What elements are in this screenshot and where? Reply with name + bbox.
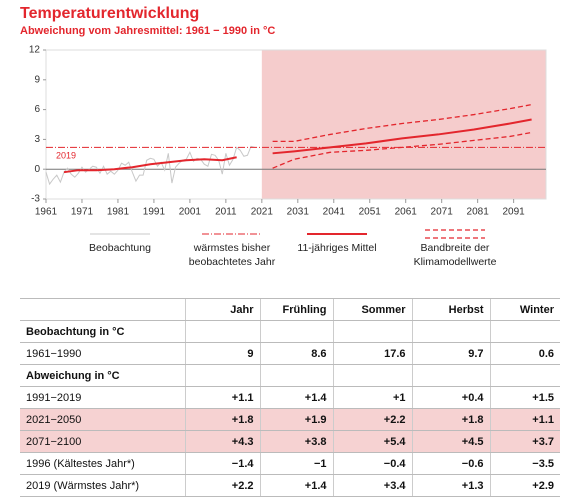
value-cell: −1 (259, 452, 333, 475)
table-row: Beobachtung in °C (20, 320, 560, 343)
y-tick-label: 9 (34, 74, 40, 85)
legend-label: Bandbreite der Klimamodellwerte (413, 242, 497, 268)
value-cell: +1 (332, 386, 412, 409)
row-label: 2071−2100 (20, 430, 185, 453)
row-label: 2021−2050 (20, 408, 185, 431)
chart-subtitle: Abweichung vom Jahresmittel: 1961 − 1990… (20, 25, 275, 37)
table-row: 1996 (Kältestes Jahr*) −1.4 −1 −0.4 −0.6 −3.5 (20, 452, 560, 475)
value-cell: +1.3 (411, 474, 490, 497)
value-cell: 8.6 (259, 342, 333, 365)
value-cell: +1.5 (489, 386, 560, 409)
row-label: 1991−2019 (20, 386, 185, 409)
value-cell: −1.4 (184, 452, 260, 475)
x-tick-label: 2081 (467, 207, 490, 218)
y-tick-label: 3 (34, 134, 40, 145)
warmest-label: 2019 (56, 151, 76, 161)
value-cell: +1.1 (489, 408, 560, 431)
value-cell: +0.4 (411, 386, 490, 409)
row-label: 1996 (Kältestes Jahr*) (20, 452, 185, 475)
header-cell: Winter (489, 298, 560, 321)
header-cell: Jahr (184, 298, 260, 321)
x-tick-label: 2011 (215, 207, 237, 218)
x-tick-label: 2061 (395, 207, 418, 218)
table-row: 2021−2050 +1.8 +1.9 +2.2 +1.8 +1.1 (20, 408, 560, 431)
value-cell: +1.4 (259, 386, 333, 409)
value-cell: 0.6 (489, 342, 560, 365)
data-table: Jahr Frühling Sommer Herbst Winter Beobachtu… (20, 298, 560, 497)
value-cell: +1.1 (184, 386, 260, 409)
value-cell: −0.6 (411, 452, 490, 475)
table-row: 2071−2100 +4.3 +3.8 +5.4 +4.5 +3.7 (20, 430, 560, 453)
empty-cell (259, 320, 333, 343)
x-tick-label: 1961 (35, 207, 58, 218)
value-cell: 17.6 (332, 342, 412, 365)
x-tick-label: 1971 (71, 207, 94, 218)
x-tick-label: 2001 (179, 207, 202, 218)
x-tick-label: 1991 (143, 207, 166, 218)
legend-label: wärmstes bisher beobachtetes Jahr (188, 242, 276, 268)
empty-cell (259, 364, 333, 387)
y-tick-label: -3 (31, 194, 40, 205)
value-cell: +1.8 (184, 408, 260, 431)
table-row: 2019 (Wärmstes Jahr*) +2.2 +1.4 +3.4 +1.3 +2.… (20, 474, 560, 497)
value-cell: +3.4 (332, 474, 412, 497)
x-tick-label: 2041 (323, 207, 346, 218)
value-cell: −0.4 (332, 452, 412, 475)
header-cell: Frühling (259, 298, 333, 321)
table-row: 1991−2019 +1.1 +1.4 +1 +0.4 +1.5 (20, 386, 560, 409)
value-cell: +1.8 (411, 408, 490, 431)
empty-cell (411, 364, 490, 387)
empty-cell (332, 364, 412, 387)
row-label: 2019 (Wärmstes Jahr*) (20, 474, 185, 497)
legend-label: 11-jähriges Mittel (297, 242, 377, 254)
table-row: 1961−1990 9 8.6 17.6 9.7 0.6 (20, 342, 560, 365)
value-cell: +4.3 (184, 430, 260, 453)
value-cell: +5.4 (332, 430, 412, 453)
mean-line (63, 118, 532, 174)
x-tick-label: 2071 (431, 207, 454, 218)
empty-cell (332, 320, 412, 343)
empty-cell (184, 320, 260, 343)
x-tick-label: 2051 (359, 207, 382, 218)
legend-label: Beobachtung (89, 242, 151, 254)
value-cell: +1.4 (259, 474, 333, 497)
band-upper (272, 103, 532, 143)
y-tick-label: 0 (34, 164, 40, 175)
value-cell: +4.5 (411, 430, 490, 453)
band-lower (272, 131, 532, 169)
value-cell: +2.9 (489, 474, 560, 497)
value-cell: 9.7 (411, 342, 490, 365)
row-label: 1961−1990 (20, 342, 185, 365)
plot-frame (45, 49, 547, 200)
value-cell: +3.8 (259, 430, 333, 453)
value-cell: +1.9 (259, 408, 333, 431)
header-cell: Herbst (411, 298, 490, 321)
x-tick-label: 2021 (251, 207, 274, 218)
table-row: Abweichung in °C (20, 364, 560, 387)
value-cell: +3.7 (489, 430, 560, 453)
chart: Temperaturentwicklung Abweichung vom Jah… (20, 5, 547, 239)
value-cell: 9 (184, 342, 260, 365)
section-label: Abweichung in °C (20, 364, 185, 387)
y-tick-label: 12 (29, 45, 41, 56)
empty-cell (184, 364, 260, 387)
value-cell: −3.5 (489, 452, 560, 475)
value-cell: +2.2 (184, 474, 260, 497)
header-cell: Sommer (332, 298, 412, 321)
empty-cell (489, 320, 560, 343)
x-tick-label: 1981 (107, 207, 130, 218)
x-tick-label: 2091 (503, 207, 526, 218)
x-tick-label: 2031 (287, 207, 310, 218)
empty-cell (489, 364, 560, 387)
table-header: Jahr Frühling Sommer Herbst Winter (20, 298, 560, 321)
chart-title: Temperaturentwicklung (20, 5, 199, 22)
section-label: Beobachtung in °C (20, 320, 185, 343)
y-tick-label: 6 (34, 104, 40, 115)
empty-cell (411, 320, 490, 343)
header-cell (20, 298, 185, 321)
value-cell: +2.2 (332, 408, 412, 431)
